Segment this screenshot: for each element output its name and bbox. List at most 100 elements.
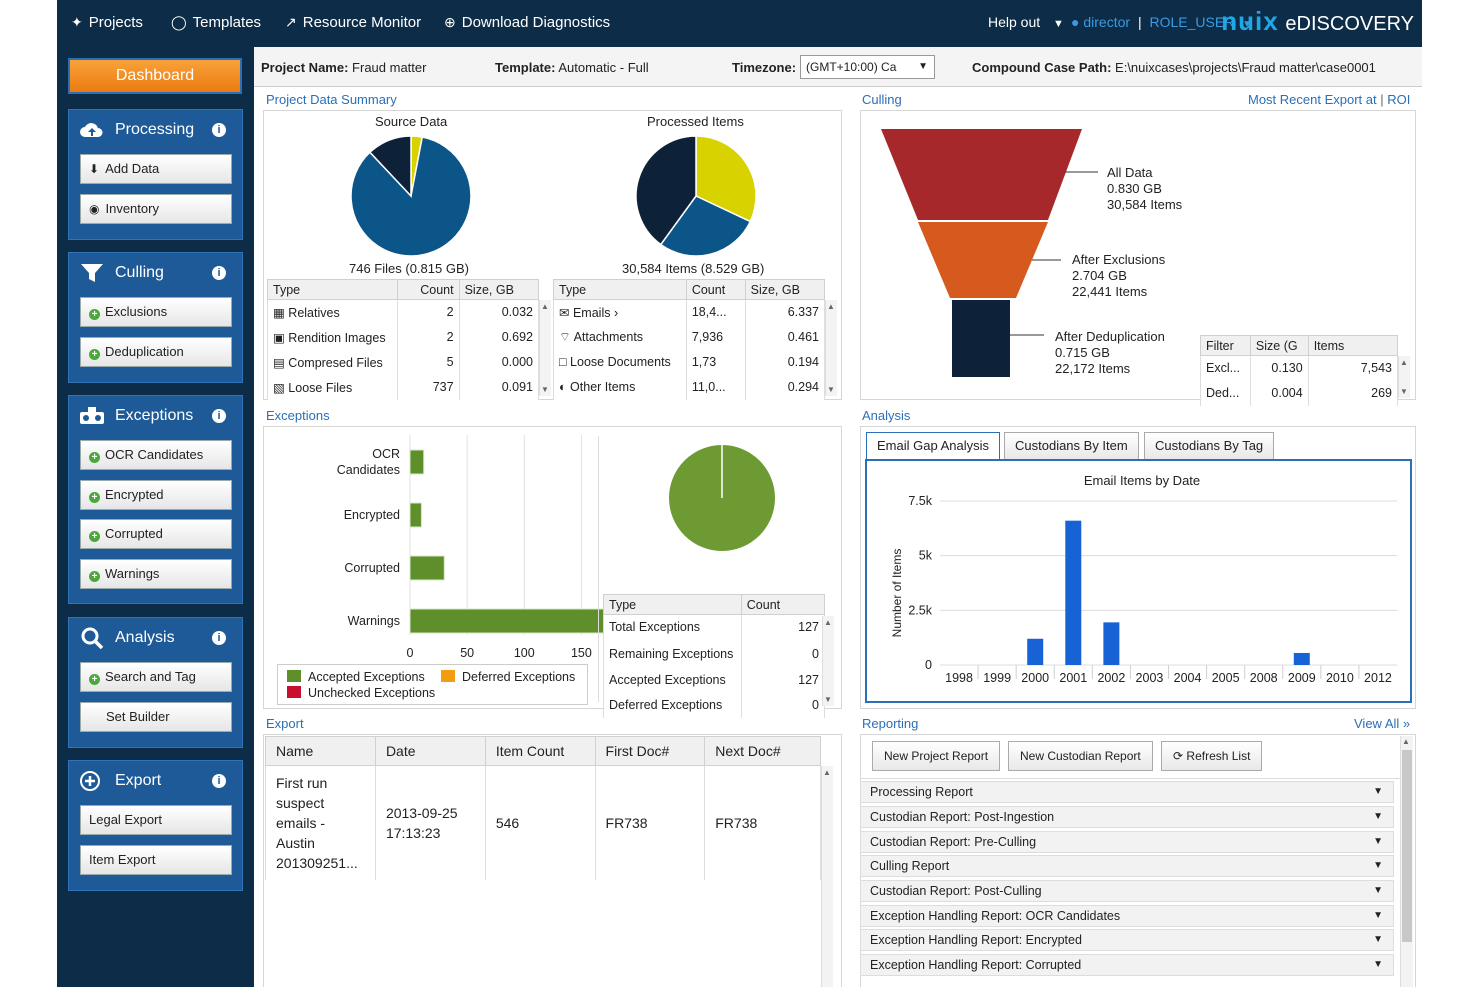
column-header-size[interactable]: Size (G — [1249, 335, 1309, 356]
warnings-button[interactable]: + Warnings — [80, 559, 232, 589]
table-row[interactable]: ▦ Relatives 2 0.032 — [267, 299, 540, 325]
exception-bar[interactable] — [409, 502, 422, 528]
legend-unchecked[interactable]: Unchecked Exceptions — [287, 686, 435, 700]
exclusions-button[interactable]: + Exclusions — [80, 297, 232, 327]
column-header-type[interactable]: Type — [603, 594, 742, 615]
column-header-type[interactable]: Type — [553, 279, 687, 300]
scroll-down-icon[interactable]: ▼ — [1400, 387, 1408, 396]
table-row[interactable]: Excl... 0.130 7,543 — [1200, 355, 1399, 381]
tab-email-gap-analysis[interactable]: Email Gap Analysis — [866, 432, 1000, 460]
column-header-items[interactable]: Items — [1307, 335, 1399, 356]
scrollbar-thumb[interactable] — [1402, 750, 1412, 942]
scroll-up-icon[interactable]: ▲ — [824, 618, 832, 627]
table-row[interactable]: ✉ Emails › 18,4... 6.337 — [553, 299, 826, 325]
email-count-bar[interactable] — [1293, 652, 1310, 665]
tab-custodians-by-item[interactable]: Custodians By Item — [1004, 432, 1139, 460]
chevron-down-icon[interactable]: ▼ — [1373, 934, 1383, 945]
scroll-up-icon[interactable]: ▲ — [827, 302, 835, 311]
column-header-next-doc[interactable]: Next Doc# — [704, 736, 821, 766]
legend-deferred[interactable]: Deferred Exceptions — [441, 670, 575, 684]
table-row[interactable]: Accepted Exceptions 127 — [603, 667, 826, 693]
export-table-scrollbar[interactable]: ▲ — [821, 766, 833, 987]
nav-projects[interactable]: ✦ Projects — [71, 14, 143, 31]
info-icon[interactable]: i — [212, 266, 226, 280]
roi-link[interactable]: ROI — [1387, 92, 1411, 107]
report-item[interactable]: Custodian Report: Pre-Culling ▼ — [860, 831, 1394, 853]
scroll-down-icon[interactable]: ▼ — [827, 385, 835, 394]
inventory-button[interactable]: ◉ Inventory — [80, 194, 232, 224]
exception-bar[interactable] — [409, 555, 445, 581]
user-menu[interactable]: ● director | ROLE_USER ▼ — [1071, 14, 1253, 30]
table-row[interactable]: Deferred Exceptions 0 — [603, 692, 826, 718]
report-item[interactable]: Custodian Report: Post-Culling ▼ — [860, 880, 1394, 902]
item-export-button[interactable]: Item Export — [80, 845, 232, 875]
scroll-up-icon[interactable]: ▲ — [1400, 358, 1408, 367]
info-icon[interactable]: i — [212, 774, 226, 788]
tab-custodians-by-tag[interactable]: Custodians By Tag — [1144, 432, 1275, 460]
exception-bar[interactable] — [409, 449, 425, 475]
help-out-menu[interactable]: Help out ▼ — [988, 14, 1064, 30]
new-custodian-report-button[interactable]: New Custodian Report — [1008, 741, 1153, 771]
column-header-name[interactable]: Name — [265, 736, 376, 766]
nav-resource-monitor[interactable]: ↗ Resource Monitor — [285, 14, 422, 31]
culling-table-scrollbar[interactable]: ▲ ▼ — [1398, 356, 1410, 398]
report-item[interactable]: Processing Report ▼ — [860, 781, 1394, 803]
table-row[interactable]: ◐ Other Items 11,0... 0.294 — [553, 374, 826, 400]
table-row[interactable]: ▧ Loose Files 737 0.091 — [267, 374, 540, 400]
column-header-item-count[interactable]: Item Count — [484, 736, 596, 766]
add-data-button[interactable]: ⬇ Add Data — [80, 154, 232, 184]
email-count-bar[interactable] — [1027, 638, 1044, 665]
chevron-down-icon[interactable]: ▼ — [1373, 836, 1383, 847]
column-header-count[interactable]: Count — [740, 594, 826, 615]
chevron-down-icon[interactable]: ▼ — [1373, 860, 1383, 871]
timezone-select[interactable]: (GMT+10:00) Ca ▼ — [800, 55, 935, 79]
ocr-candidates-button[interactable]: + OCR Candidates — [80, 440, 232, 470]
chevron-down-icon[interactable]: ▼ — [1373, 885, 1383, 896]
scroll-down-icon[interactable]: ▼ — [824, 695, 832, 704]
view-all-link[interactable]: View All » — [1354, 716, 1411, 731]
report-item[interactable]: Exception Handling Report: Corrupted ▼ — [860, 954, 1394, 976]
column-header-first-doc[interactable]: First Doc# — [594, 736, 706, 766]
group-header[interactable]: Export i — [69, 761, 242, 801]
email-count-bar[interactable] — [1103, 622, 1120, 665]
group-header[interactable]: Analysis i — [69, 618, 242, 658]
group-header[interactable]: Processing i — [69, 110, 242, 150]
reporting-scrollbar[interactable]: ▲ — [1400, 736, 1413, 987]
dashboard-button[interactable]: Dashboard — [68, 58, 242, 94]
column-header-filter[interactable]: Filter — [1200, 335, 1251, 356]
column-header-date[interactable]: Date — [374, 736, 486, 766]
chevron-down-icon[interactable]: ▼ — [1373, 786, 1383, 797]
exception-bar[interactable] — [409, 608, 603, 634]
encrypted-button[interactable]: + Encrypted — [80, 480, 232, 510]
scroll-up-icon[interactable]: ▲ — [541, 302, 549, 311]
exceptions-table-scrollbar[interactable]: ▲ ▼ — [822, 616, 834, 706]
nav-templates[interactable]: ◯ Templates — [171, 14, 262, 31]
set-builder-button[interactable]: Set Builder — [80, 702, 232, 732]
column-header-count[interactable]: Count — [685, 279, 746, 300]
table-row[interactable]: First run suspect emails - Austin 201309… — [265, 765, 821, 880]
table-row[interactable]: ▣ Rendition Images 2 0.692 — [267, 324, 540, 350]
processed-table-scrollbar[interactable]: ▲ ▼ — [825, 300, 837, 396]
report-item[interactable]: Exception Handling Report: Encrypted ▼ — [860, 929, 1394, 951]
search-and-tag-button[interactable]: + Search and Tag — [80, 662, 232, 692]
email-count-bar[interactable] — [1065, 520, 1082, 665]
column-header-size[interactable]: Size, GB — [744, 279, 826, 300]
new-project-report-button[interactable]: New Project Report — [872, 741, 1001, 771]
corrupted-button[interactable]: + Corrupted — [80, 519, 232, 549]
info-icon[interactable]: i — [212, 631, 226, 645]
legal-export-button[interactable]: Legal Export — [80, 805, 232, 835]
group-header[interactable]: Culling i — [69, 253, 242, 293]
refresh-list-button[interactable]: ⟳ Refresh List — [1161, 741, 1263, 771]
table-row[interactable]: Remaining Exceptions 0 — [603, 639, 826, 668]
source-table-scrollbar[interactable]: ▲ ▼ — [539, 300, 551, 396]
column-header-size[interactable]: Size, GB — [458, 279, 540, 300]
table-row[interactable]: Total Exceptions 127 — [603, 614, 826, 640]
chevron-down-icon[interactable]: ▼ — [1373, 811, 1383, 822]
scroll-up-icon[interactable]: ▲ — [823, 768, 831, 777]
scroll-up-icon[interactable]: ▲ — [1402, 737, 1410, 746]
table-row[interactable]: Ded... 0.004 269 — [1200, 380, 1399, 406]
chevron-down-icon[interactable]: ▼ — [1373, 910, 1383, 921]
scroll-down-icon[interactable]: ▼ — [541, 385, 549, 394]
chevron-down-icon[interactable]: ▼ — [1373, 959, 1383, 970]
nav-download-diagnostics[interactable]: ⊕ Download Diagnostics — [444, 14, 611, 31]
